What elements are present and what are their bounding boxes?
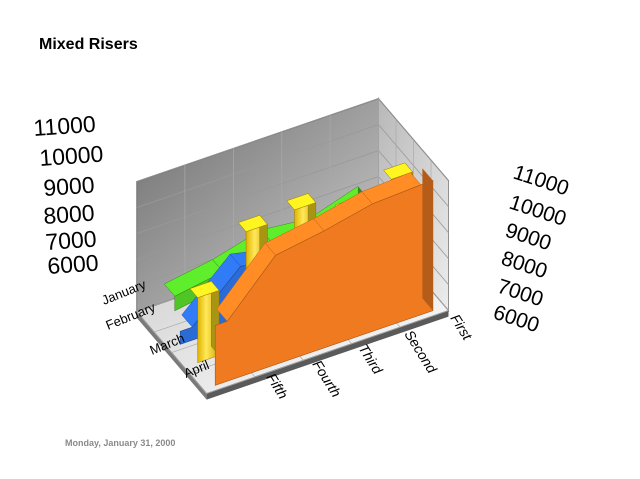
series-january-area (214, 168, 434, 386)
y-tick-left: 11000 (33, 111, 97, 141)
y-tick-left: 7000 (45, 225, 98, 255)
area-end-cap (422, 168, 433, 311)
bar-top (189, 281, 220, 298)
y-tick-left: 6000 (47, 249, 100, 279)
x-category-label: Second (401, 327, 440, 377)
y-tick-left: 9000 (43, 171, 96, 201)
floor-edge-left (136, 311, 207, 400)
chart-marks (163, 162, 434, 386)
footer-date: Monday, January 31, 2000 (65, 438, 176, 448)
x-category-label: Fifth (263, 370, 291, 402)
depth-gridline (206, 180, 449, 394)
bar-top (237, 215, 268, 232)
bar-top (286, 193, 317, 211)
chart-title: Mixed Risers (39, 36, 138, 53)
y-tick-left: 8000 (43, 199, 96, 229)
x-category-label: Third (355, 341, 386, 378)
floor-edge-front (206, 310, 449, 400)
y-tick-left: 10000 (39, 141, 105, 171)
x-category-label: Fourth (309, 357, 344, 400)
x-category-label: First (447, 311, 476, 343)
